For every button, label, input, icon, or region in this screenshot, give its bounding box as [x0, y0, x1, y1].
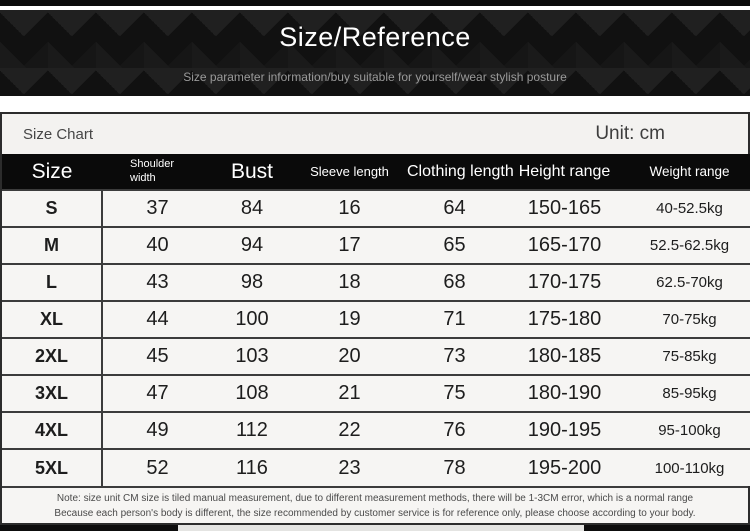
column-header-clothing-length: Clothing length — [407, 162, 514, 180]
banner-subtitle: Size parameter information/buy suitable … — [183, 70, 567, 84]
cell-height-range: 190-195 — [502, 411, 627, 449]
cell-height-range: 180-190 — [502, 374, 627, 412]
cell-weight-range: 95-100kg — [627, 411, 750, 449]
cell-bust: 112 — [212, 411, 292, 449]
cell-weight-range: 70-75kg — [627, 300, 750, 338]
column-header-shoulder-width-label: Shoulder width — [130, 158, 175, 184]
cell-size: 2XL — [2, 337, 103, 375]
size-table: Size Shoulder width Bust Sleeve length C… — [2, 154, 750, 486]
table-row: 4XL 49 112 22 76 190-195 95-100kg — [2, 411, 750, 449]
cell-sleeve-length: 23 — [292, 448, 407, 486]
cell-clothing-length: 65 — [407, 226, 502, 264]
banner-panel-gap — [0, 96, 750, 112]
bottom-strip-left — [0, 525, 178, 531]
panel-title: Size Chart — [23, 125, 94, 143]
note-line-1: Note: size unit CM size is tiled manual … — [56, 493, 694, 504]
size-table-body: S 37 84 16 64 150-165 40-52.5kg M 40 94 17 65 165-17… — [2, 189, 750, 486]
cell-shoulder-width: 52 — [102, 448, 212, 486]
column-header-bust: Bust — [230, 159, 274, 183]
table-row: 5XL 52 116 23 78 195-200 100-110kg — [2, 448, 750, 486]
banner-title: Size/Reference — [279, 22, 471, 52]
cell-sleeve-length: 21 — [292, 374, 407, 412]
column-header-sleeve-length: Sleeve length — [310, 164, 389, 179]
cell-bust: 116 — [212, 448, 292, 486]
cell-size: 4XL — [2, 411, 103, 449]
cell-height-range: 180-185 — [502, 337, 627, 375]
cell-shoulder-width: 37 — [102, 189, 212, 227]
cell-weight-range: 100-110kg — [627, 448, 750, 486]
cell-shoulder-width: 44 — [102, 300, 212, 338]
cell-clothing-length: 68 — [407, 263, 502, 301]
cell-size: XL — [2, 300, 103, 338]
measurement-note: Note: size unit CM size is tiled manual … — [2, 486, 748, 523]
cell-bust: 108 — [212, 374, 292, 412]
cell-shoulder-width: 45 — [102, 337, 212, 375]
size-chart-panel: Size Chart Unit: cm Size Shoulder width … — [0, 112, 750, 525]
column-header-shoulder-width: Shoulder width — [102, 154, 212, 190]
cell-sleeve-length: 16 — [292, 189, 407, 227]
table-row: XL 44 100 19 71 175-180 70-75kg — [2, 300, 750, 338]
cell-shoulder-width: 49 — [102, 411, 212, 449]
column-header-height-range: Height range — [518, 162, 611, 180]
cell-clothing-length: 73 — [407, 337, 502, 375]
table-header-row: Size Shoulder width Bust Sleeve length C… — [2, 154, 750, 190]
cell-shoulder-width: 43 — [102, 263, 212, 301]
panel-header: Size Chart Unit: cm — [2, 114, 748, 154]
cell-clothing-length: 64 — [407, 189, 502, 227]
cell-weight-range: 62.5-70kg — [627, 263, 750, 301]
cell-bust: 94 — [212, 226, 292, 264]
column-header-weight-range: Weight range — [649, 164, 730, 179]
table-row: 3XL 47 108 21 75 180-190 85-95kg — [2, 374, 750, 412]
cell-height-range: 195-200 — [502, 448, 627, 486]
cell-size: S — [2, 189, 103, 227]
cell-sleeve-length: 18 — [292, 263, 407, 301]
note-line-2: Because each person's body is different,… — [54, 508, 696, 519]
cell-size: L — [2, 263, 103, 301]
top-gap — [0, 6, 750, 10]
column-header-size: Size — [31, 159, 73, 183]
table-row: S 37 84 16 64 150-165 40-52.5kg — [2, 189, 750, 227]
bottom-strip-right — [584, 525, 750, 531]
table-row: 2XL 45 103 20 73 180-185 75-85kg — [2, 337, 750, 375]
cell-height-range: 165-170 — [502, 226, 627, 264]
cell-height-range: 150-165 — [502, 189, 627, 227]
cell-bust: 100 — [212, 300, 292, 338]
cell-sleeve-length: 20 — [292, 337, 407, 375]
cell-sleeve-length: 22 — [292, 411, 407, 449]
bottom-strip — [0, 525, 750, 531]
cell-weight-range: 52.5-62.5kg — [627, 226, 750, 264]
cell-shoulder-width: 47 — [102, 374, 212, 412]
cell-clothing-length: 78 — [407, 448, 502, 486]
cell-height-range: 170-175 — [502, 263, 627, 301]
cell-bust: 84 — [212, 189, 292, 227]
cell-sleeve-length: 19 — [292, 300, 407, 338]
unit-label: Unit: cm — [595, 123, 665, 144]
cell-sleeve-length: 17 — [292, 226, 407, 264]
bottom-strip-middle — [178, 525, 584, 531]
cell-weight-range: 75-85kg — [627, 337, 750, 375]
table-row: M 40 94 17 65 165-170 52.5-62.5kg — [2, 226, 750, 264]
cell-weight-range: 40-52.5kg — [627, 189, 750, 227]
cell-weight-range: 85-95kg — [627, 374, 750, 412]
cell-size: M — [2, 226, 103, 264]
cell-clothing-length: 75 — [407, 374, 502, 412]
cell-size: 5XL — [2, 448, 103, 486]
cell-clothing-length: 76 — [407, 411, 502, 449]
size-reference-banner: Size/Reference Size parameter informatio… — [0, 10, 750, 96]
cell-bust: 98 — [212, 263, 292, 301]
cell-size: 3XL — [2, 374, 103, 412]
cell-height-range: 175-180 — [502, 300, 627, 338]
cell-bust: 103 — [212, 337, 292, 375]
top-black-strip — [0, 0, 750, 6]
cell-clothing-length: 71 — [407, 300, 502, 338]
cell-shoulder-width: 40 — [102, 226, 212, 264]
table-row: L 43 98 18 68 170-175 62.5-70kg — [2, 263, 750, 301]
